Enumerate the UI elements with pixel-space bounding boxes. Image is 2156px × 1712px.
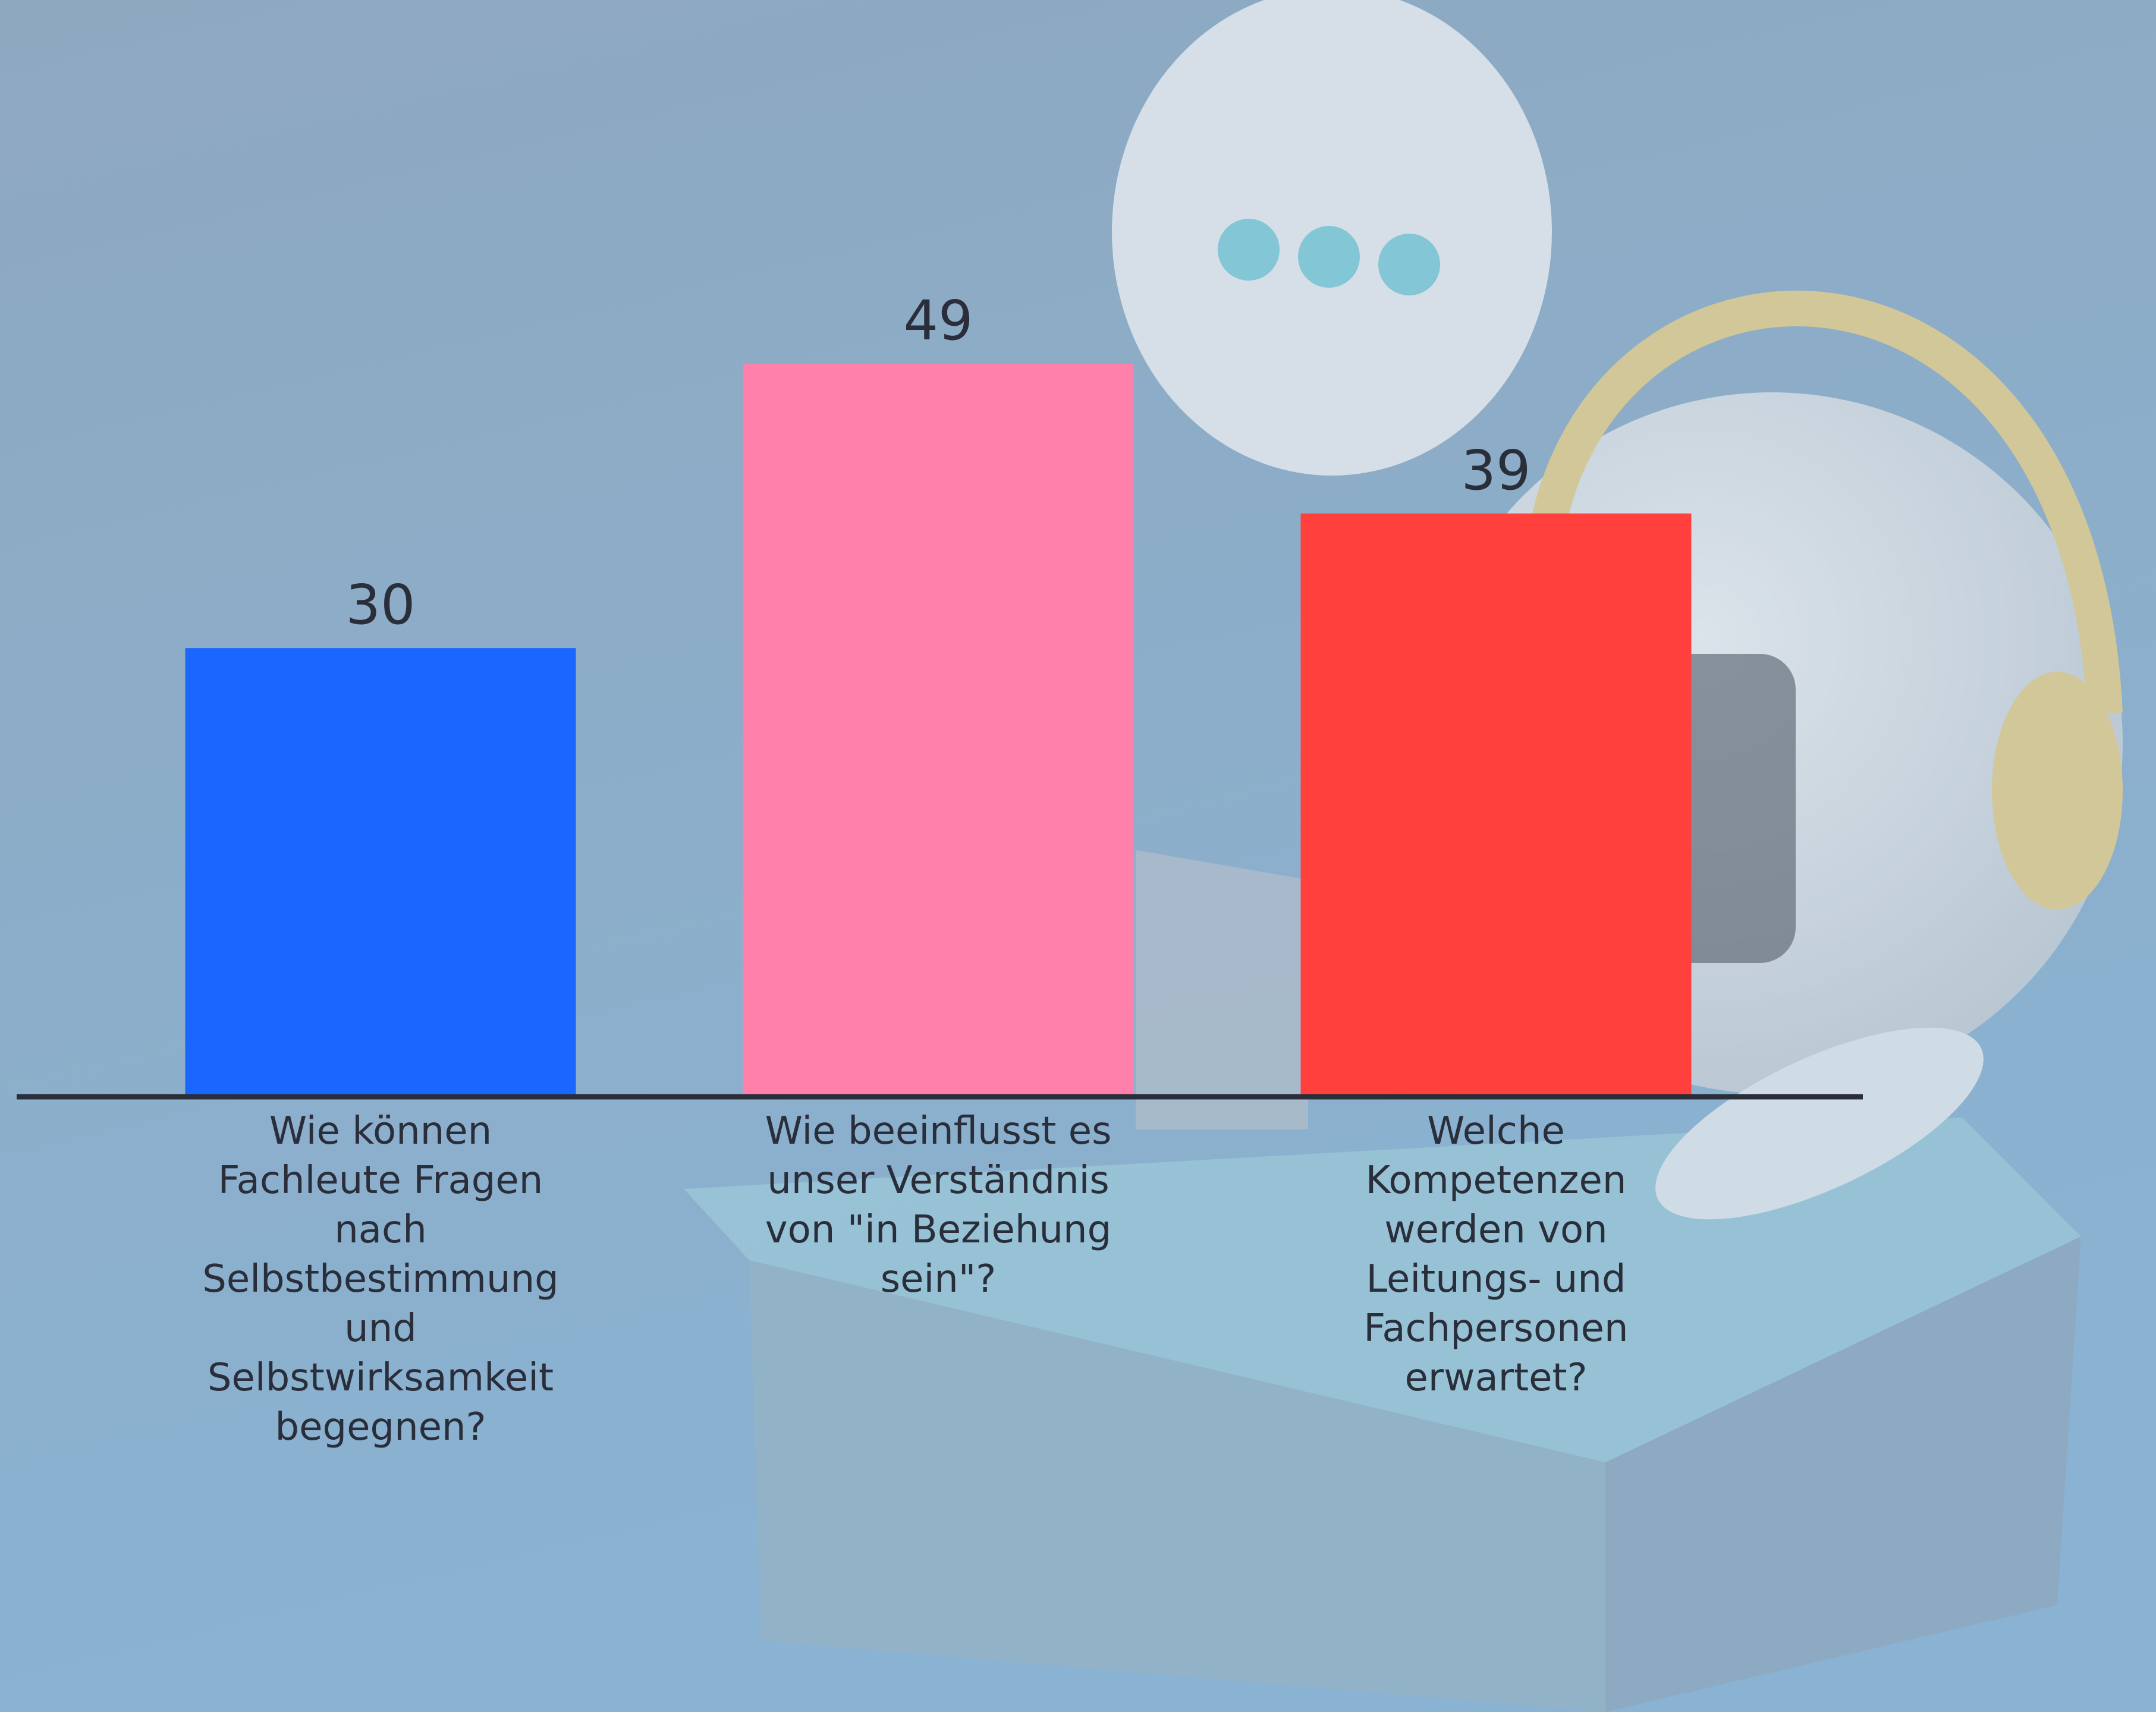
bubble-dot <box>1218 219 1280 281</box>
x-tick-label: Wie beeinflusst es unser Verständnis von… <box>765 1109 1112 1301</box>
microphone <box>1655 1027 1984 1220</box>
headset-ear <box>1992 672 2123 910</box>
x-tick-label: Wie können Fachleute Fragen nach Selbstb… <box>202 1109 559 1449</box>
headset-band <box>1528 291 2123 715</box>
laptop <box>1136 850 1308 1129</box>
bubble-dot <box>1378 234 1440 295</box>
desk-side <box>1605 1236 2081 1712</box>
bar <box>743 364 1134 1097</box>
bar <box>185 648 576 1097</box>
value-label: 39 <box>1461 438 1531 502</box>
bar <box>1300 513 1692 1097</box>
value-label: 30 <box>345 573 416 637</box>
bubble-dot <box>1298 226 1360 288</box>
desk-front <box>749 1260 1605 1712</box>
x-tick-label: Welche Kompetenzen werden von Leitungs- … <box>1363 1109 1629 1400</box>
value-label: 49 <box>903 289 973 353</box>
